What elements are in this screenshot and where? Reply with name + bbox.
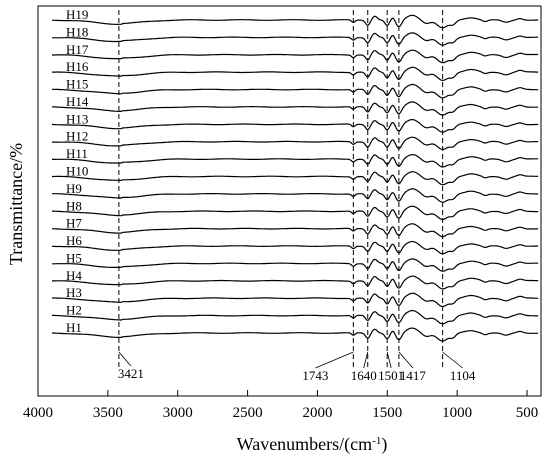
spectrum-line	[52, 154, 539, 168]
spectrum-line	[52, 14, 539, 29]
spectrum-line	[52, 101, 539, 116]
peak-leader	[315, 351, 354, 369]
x-tick-label: 1500	[372, 405, 402, 421]
series-label: H14	[66, 94, 89, 109]
x-tick-label: 4000	[23, 405, 53, 421]
x-tick-label: 2000	[302, 405, 332, 421]
series-label: H7	[66, 216, 82, 231]
series-labels: H1 H2 H3 H4 H5 H6 H7 H8 H9 H10 H11 H12 H13 H14 H15 H16 H…	[66, 7, 89, 335]
series-label: H8	[66, 198, 82, 213]
peak-leader	[118, 351, 132, 367]
series-label: H9	[66, 181, 82, 196]
spectrum-line	[51, 327, 539, 342]
spectrum-line	[52, 275, 539, 290]
spectrum-line	[52, 309, 539, 325]
y-axis-title: Transmittance/%	[6, 143, 26, 265]
x-tick-label: 1000	[442, 405, 472, 421]
spectrum-line	[51, 240, 539, 255]
series-label: H3	[66, 285, 82, 300]
series-label: H2	[66, 303, 82, 318]
peak-label: 1743	[302, 368, 328, 383]
spectrum-line	[52, 119, 539, 133]
spectrum-line	[52, 223, 539, 238]
peak-label: 1417	[400, 368, 427, 383]
series-label: H16	[66, 59, 89, 74]
series-label: H12	[66, 129, 88, 144]
peak-leader	[398, 351, 414, 369]
series-label: H19	[66, 7, 88, 22]
peak-label: 1104	[450, 368, 476, 383]
series-label: H15	[66, 77, 88, 92]
peak-label: 3421	[118, 366, 144, 381]
series-label: H13	[66, 111, 88, 126]
series-label: H6	[66, 233, 82, 248]
series-label: H18	[66, 24, 88, 39]
series-label: H11	[66, 146, 88, 161]
x-tick-label: 2500	[233, 405, 263, 421]
spectrum-line	[52, 136, 539, 150]
series-label: H10	[66, 164, 88, 179]
x-tick-label: 3500	[93, 405, 123, 421]
peak-leader	[442, 351, 463, 369]
series-label: H5	[66, 250, 82, 265]
spectrum-line	[52, 66, 539, 82]
spectrum-line	[52, 83, 539, 99]
series-label: H1	[66, 320, 82, 335]
x-tick-label: 3000	[163, 405, 193, 421]
spectrum-line	[52, 258, 539, 272]
x-axis-title: Wavenumbers/(cm-1)	[237, 434, 388, 455]
spectrum-line	[52, 292, 539, 308]
x-tick-label: 500	[516, 405, 539, 421]
peak-leader	[386, 351, 392, 369]
peak-leader	[363, 351, 369, 369]
series-label: H17	[66, 42, 89, 57]
spectrum-line	[52, 171, 539, 186]
series-label: H4	[66, 268, 82, 283]
peak-label: 1640	[351, 368, 377, 383]
plot-frame	[37, 5, 542, 397]
spectrum-line	[52, 205, 539, 221]
spectrum-line	[52, 188, 539, 203]
spectrum-line	[52, 49, 539, 64]
spectra-series	[51, 14, 539, 342]
peak-guides	[118, 10, 444, 368]
spectrum-line	[52, 32, 539, 46]
peak-label: 1501	[378, 368, 404, 383]
x-axis-ticks: 4000 3500 3000 2500 2000 1500 1000 500	[23, 390, 538, 421]
